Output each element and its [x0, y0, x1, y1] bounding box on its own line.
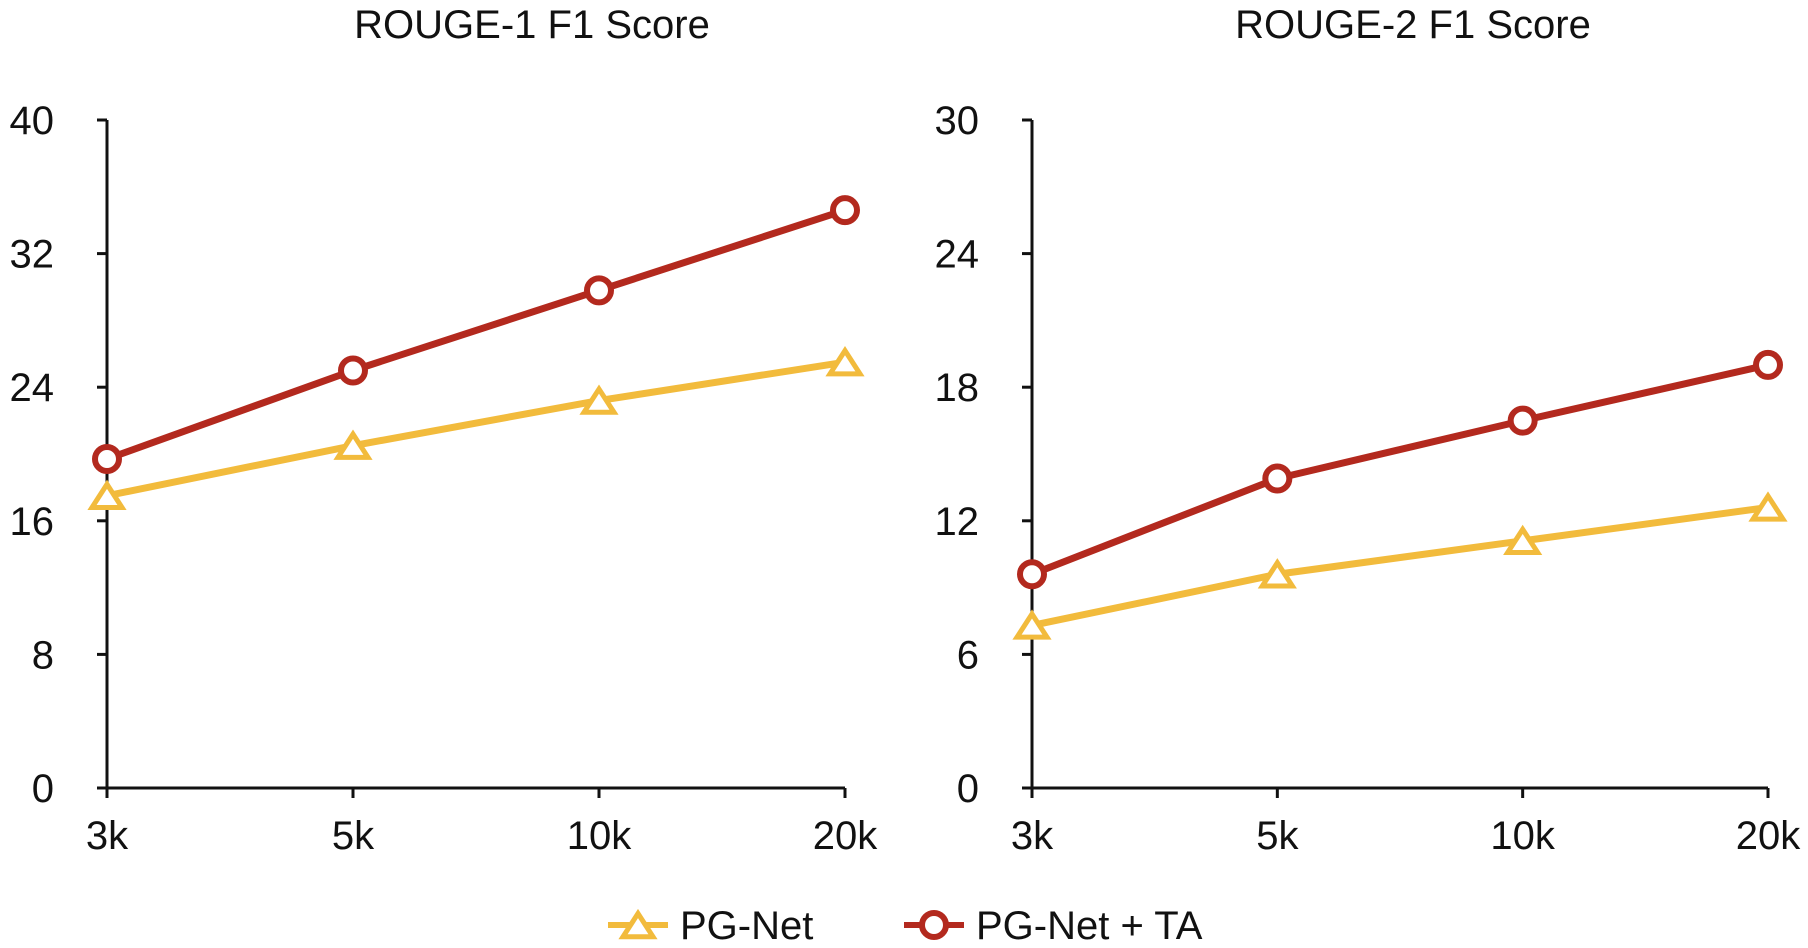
- data-point-triangle: [825, 346, 865, 377]
- series-pg-net: [1012, 491, 1788, 640]
- x-tick-label: 3k: [1011, 814, 1054, 858]
- y-tick-label: 24: [935, 233, 980, 277]
- series-pg-net-ta: [1017, 349, 1783, 590]
- data-point-triangle: [1503, 524, 1543, 556]
- axes: [1030, 120, 1768, 792]
- legend-triangle-marker: [618, 908, 658, 940]
- y-tick-label: 0: [957, 767, 979, 811]
- data-point-triangle: [1012, 609, 1052, 640]
- series-pg-net-ta: [92, 195, 860, 475]
- y-tick-label: 40: [10, 99, 55, 143]
- chart-title: ROUGE-2 F1 Score: [1235, 3, 1591, 47]
- series-line: [105, 206, 847, 463]
- legend-label: PG-Net + TA: [976, 904, 1203, 948]
- chart-title: ROUGE-1 F1 Score: [354, 3, 710, 47]
- series-pg-net: [87, 346, 865, 510]
- data-point-triangle: [579, 384, 619, 415]
- y-tick-label: 32: [10, 233, 55, 277]
- y-tick-label: 6: [957, 633, 979, 677]
- x-tick-label: 20k: [1736, 814, 1801, 858]
- data-point-triangle: [87, 479, 127, 510]
- data-point-triangle: [1257, 558, 1297, 589]
- x-tick-label: 5k: [332, 814, 375, 858]
- legend: PG-Net PG-Net + TA: [608, 904, 1203, 948]
- data-point-triangle: [333, 429, 373, 460]
- series-group: [87, 195, 865, 510]
- data-point-circle: [1017, 559, 1047, 590]
- data-point-circle: [1262, 463, 1293, 494]
- data-point-circle: [338, 355, 368, 386]
- series-line: [1030, 361, 1769, 578]
- legend-circle-marker: [919, 910, 949, 940]
- data-point-circle: [584, 275, 614, 306]
- rouge-2-chart: ROUGE-2 F1 Score 0 6 12 18 24 30 3k 5k 10k 20k: [935, 3, 1802, 858]
- legend-label: PG-Net: [680, 904, 813, 948]
- series-line: [106, 358, 846, 500]
- y-tick-label: 18: [935, 366, 980, 410]
- x-tick-label: 5k: [1256, 814, 1299, 858]
- x-tick-label: 10k: [1490, 814, 1555, 858]
- y-tick-label: 12: [935, 500, 980, 544]
- series-line: [1031, 503, 1769, 629]
- axes: [105, 120, 845, 792]
- x-tick-label: 10k: [567, 814, 632, 858]
- rouge-1-chart: ROUGE-1 F1 Score 0 8 16 24 32 40 3k 5k 10k 20k: [10, 3, 879, 858]
- y-tick-label: 8: [32, 633, 54, 677]
- ticks: 0 6 12 18 24 30 3k 5k 10k 20k: [935, 99, 1802, 858]
- y-tick-label: 0: [32, 767, 54, 811]
- legend-item-pg-net-ta: PG-Net + TA: [904, 904, 1203, 948]
- legend-item-pg-net: PG-Net: [608, 904, 813, 948]
- series-group: [1012, 349, 1788, 640]
- ticks: 0 8 16 24 32 40 3k 5k 10k 20k: [10, 99, 879, 858]
- y-tick-label: 30: [935, 99, 980, 143]
- y-tick-label: 24: [10, 366, 55, 410]
- y-tick-label: 16: [10, 500, 55, 544]
- x-tick-label: 3k: [86, 814, 129, 858]
- data-point-circle: [1507, 405, 1538, 436]
- data-point-circle: [1753, 349, 1783, 380]
- data-point-circle: [830, 195, 860, 226]
- data-point-triangle: [1748, 491, 1788, 522]
- x-tick-label: 20k: [813, 814, 878, 858]
- data-point-circle: [92, 444, 122, 475]
